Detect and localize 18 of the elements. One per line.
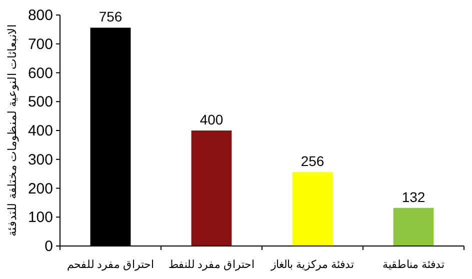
y-tick-label: 400 (28, 122, 53, 140)
data-label: 756 (98, 8, 122, 25)
y-tick-label: 200 (28, 180, 53, 198)
data-label: 256 (300, 153, 324, 170)
x-tick-label: احتراق مفرد للفحم (66, 259, 154, 271)
x-tick-label: احتراق مفرد للنفط (168, 259, 255, 271)
x-tick-label: تدفئة مناطقية (382, 259, 445, 271)
y-tick-label: 800 (28, 7, 53, 24)
y-tick-label: 600 (28, 64, 53, 82)
x-tick-label: تدفئة مركزية بالغاز (270, 259, 354, 271)
y-tick-label: 500 (28, 94, 53, 111)
y-tick-label: 700 (28, 36, 53, 53)
y-tick-label: 0 (44, 238, 53, 255)
data-label: 400 (200, 112, 224, 128)
y-tick-label: 100 (28, 209, 53, 226)
y-tick-label: 300 (28, 151, 53, 168)
y-axis-title: الانبعاثات النوعية لمنظومات مختلفة للتدفئة (6, 24, 19, 236)
data-label: 132 (402, 188, 426, 205)
